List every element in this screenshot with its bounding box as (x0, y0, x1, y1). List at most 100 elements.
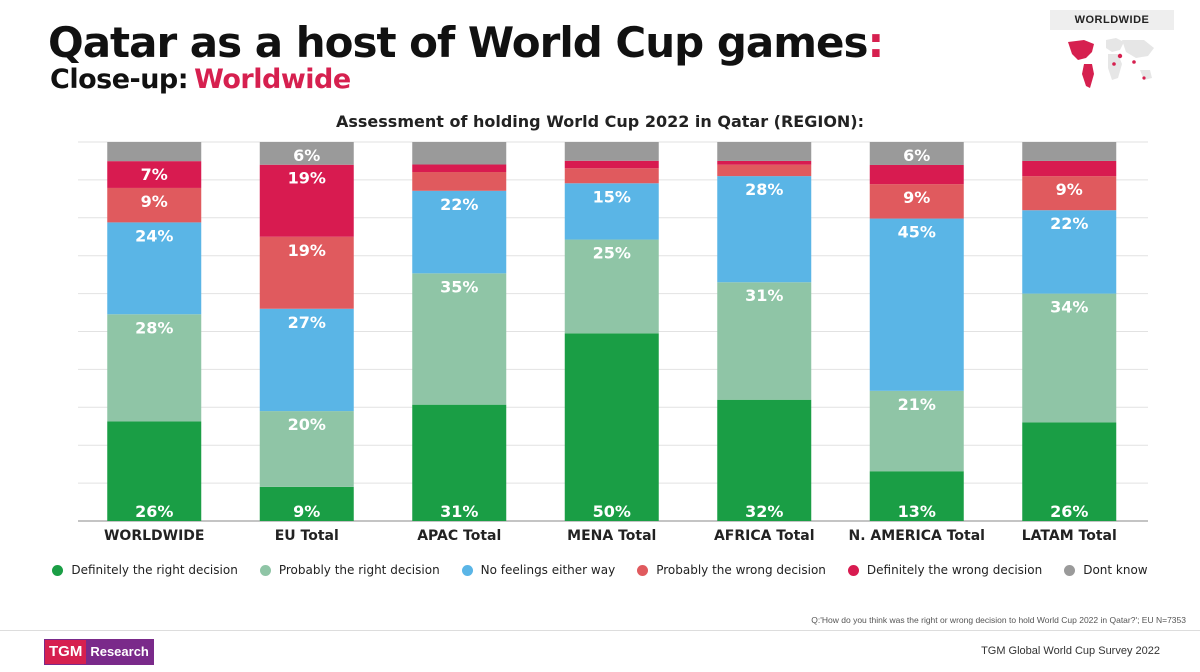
legend-swatch (847, 564, 859, 576)
data-label: 32% (745, 502, 783, 521)
bar-segment (1022, 142, 1117, 161)
category-label: AFRICA Total (714, 528, 815, 544)
data-label: 13% (898, 502, 936, 521)
bar-segment (1022, 210, 1117, 294)
chart-title: Assessment of holding World Cup 2022 in … (335, 112, 865, 131)
bar-segment (869, 390, 964, 472)
bar-segment (717, 282, 812, 400)
data-label: 25% (593, 244, 631, 263)
category-label: MENA Total (567, 528, 656, 544)
subtitle-prefix: Close-up: (50, 64, 189, 95)
data-label: 26% (135, 502, 173, 521)
bar-segment (717, 160, 812, 165)
category-label: WORLDWIDE (104, 528, 205, 544)
subtitle-accent: Worldwide (194, 64, 351, 95)
bar-segment (869, 164, 964, 185)
bar-segment (564, 239, 659, 334)
legend-item: Probably the wrong decision (637, 563, 826, 577)
data-label: 31% (440, 502, 478, 521)
data-label: 19% (288, 169, 326, 188)
logo-right-text: Research (86, 640, 153, 664)
legend-item: Dont know (1064, 563, 1148, 577)
chart-legend: Definitely the right decision Probably th… (0, 563, 1200, 577)
bar-segment (1022, 293, 1117, 423)
data-label: 6% (903, 146, 930, 165)
data-label: 6% (293, 146, 320, 165)
data-label: 9% (903, 188, 930, 207)
bar-segment (1022, 176, 1117, 211)
bar-segment (869, 218, 964, 391)
page-title-colon: : (867, 18, 884, 67)
data-label: 27% (288, 313, 326, 332)
data-label: 7% (141, 165, 168, 184)
legend-swatch (52, 564, 64, 576)
bar-segment (259, 164, 354, 237)
legend-label: Dont know (1083, 563, 1148, 577)
data-label: 28% (135, 318, 173, 337)
bar-segment (412, 172, 507, 191)
survey-name: TGM Global World Cup Survey 2022 (981, 645, 1160, 657)
tgm-research-logo: TGM Research (44, 639, 154, 665)
bar-segment (564, 168, 659, 184)
stacked-bar-chart: 26% 28% 24% 9% 7% 9% 20% 27% 19% 19% 6% 31% 35% 22% 50… (78, 141, 1148, 544)
data-label: 22% (440, 195, 478, 214)
data-label: 22% (1050, 214, 1088, 233)
bar-segment (259, 411, 354, 487)
legend-swatch (1064, 564, 1076, 576)
page-title-text: Qatar as a host of World Cup games (48, 18, 868, 67)
logo-left-text: TGM (45, 640, 87, 664)
region-badge: WORLDWIDE (1050, 10, 1174, 30)
data-label: 24% (135, 226, 173, 245)
data-label: 31% (745, 286, 783, 305)
bar-segment (412, 190, 507, 274)
world-map-icon (1068, 38, 1154, 88)
data-label: 35% (440, 277, 478, 296)
bar-segment (107, 314, 202, 422)
bar-segment (107, 187, 202, 223)
data-label: 15% (593, 187, 631, 206)
bar-segment (869, 142, 964, 165)
data-label: 50% (593, 502, 631, 521)
bar-segment (107, 222, 202, 315)
data-label: 28% (745, 180, 783, 199)
page-subtitle: Close-up: Worldwide (50, 64, 351, 95)
bar-segment (259, 236, 354, 309)
legend-item: Definitely the wrong decision (847, 563, 1043, 577)
category-label: N. AMERICA Total (849, 528, 985, 544)
legend-swatch (259, 564, 271, 576)
data-label: 45% (898, 223, 936, 242)
page-title: Qatar as a host of World Cup games: (48, 18, 884, 67)
legend-swatch (637, 564, 649, 576)
bar-segment (564, 183, 659, 240)
bar-segment (869, 471, 964, 521)
bar-segment (869, 184, 964, 219)
data-label: 34% (1050, 298, 1088, 317)
bar-segment (1022, 422, 1117, 521)
legend-label: No feelings either way (480, 563, 616, 577)
data-label: 19% (288, 241, 326, 260)
legend-label: Definitely the wrong decision (866, 563, 1043, 577)
bar-segment (107, 142, 202, 162)
bar-segment (412, 164, 507, 173)
legend-label: Probably the wrong decision (656, 563, 826, 577)
data-label: 9% (141, 192, 168, 211)
bar-segment (1022, 160, 1117, 177)
footer-divider (0, 630, 1200, 631)
bar-segment (259, 142, 354, 165)
bar-segment (564, 160, 659, 169)
bar-segment (564, 142, 659, 161)
bar-segment (564, 333, 659, 521)
bar-segment (717, 164, 812, 177)
bar-segment (259, 308, 354, 412)
bar-segment (107, 421, 202, 521)
bar-segment (412, 404, 507, 521)
bar-segment (717, 176, 812, 283)
chart-data-labels: 26% 28% 24% 9% 7% 9% 20% 27% 19% 19% 6% 31% 35% 22% 50… (135, 146, 1088, 521)
data-label: 9% (1056, 180, 1083, 199)
bar-segment (259, 486, 354, 521)
chart-bars (107, 142, 1117, 521)
bar-segment (412, 142, 507, 165)
bar-segment (717, 142, 812, 161)
data-label: 21% (898, 395, 936, 414)
legend-swatch (461, 564, 473, 576)
